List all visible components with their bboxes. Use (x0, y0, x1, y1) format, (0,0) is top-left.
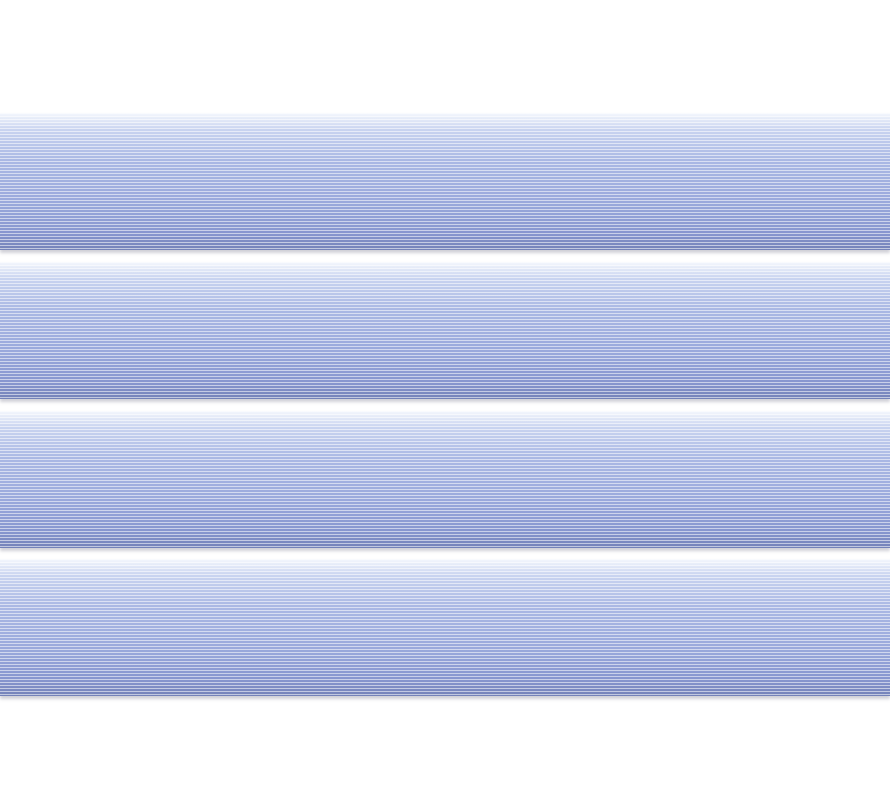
striped-panel-4 (0, 559, 890, 696)
striped-panel-1 (0, 113, 890, 250)
striped-panel-2 (0, 262, 890, 399)
striped-panel-3 (0, 411, 890, 548)
